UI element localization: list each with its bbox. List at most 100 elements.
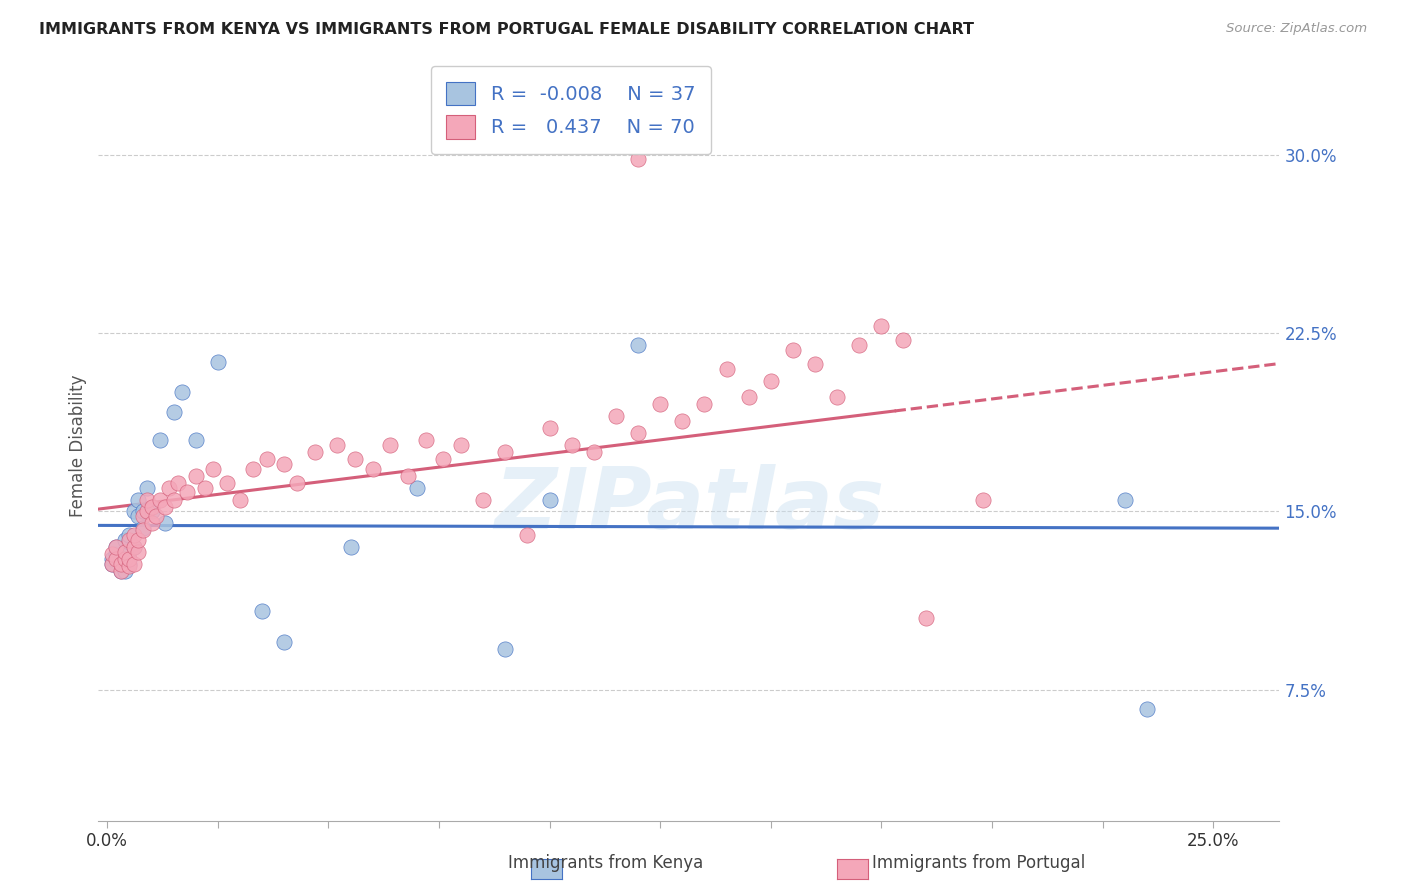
Point xyxy=(914,611,936,625)
Point xyxy=(118,533,141,547)
Point xyxy=(127,492,149,507)
Point xyxy=(114,564,136,578)
Point xyxy=(141,504,163,518)
Point xyxy=(153,500,176,514)
Point xyxy=(122,540,145,554)
Point xyxy=(287,475,309,490)
Point xyxy=(114,545,136,559)
Point xyxy=(114,545,136,559)
Point xyxy=(131,524,153,538)
Point xyxy=(162,492,184,507)
Point xyxy=(650,397,672,411)
Point xyxy=(105,552,128,566)
Point xyxy=(273,635,295,649)
Point xyxy=(110,552,132,566)
Point xyxy=(627,338,650,352)
Point xyxy=(304,445,326,459)
Text: Immigrants from Portugal: Immigrants from Portugal xyxy=(872,855,1085,872)
Text: IMMIGRANTS FROM KENYA VS IMMIGRANTS FROM PORTUGAL FEMALE DISABILITY CORRELATION : IMMIGRANTS FROM KENYA VS IMMIGRANTS FROM… xyxy=(39,22,974,37)
Point xyxy=(157,481,180,495)
Point xyxy=(176,485,198,500)
Point xyxy=(215,475,238,490)
Point xyxy=(118,528,141,542)
Y-axis label: Female Disability: Female Disability xyxy=(69,375,87,517)
Point xyxy=(494,445,516,459)
Point xyxy=(136,481,159,495)
Point xyxy=(131,504,153,518)
Point xyxy=(693,397,716,411)
Point xyxy=(406,481,429,495)
Point xyxy=(118,559,141,574)
Point xyxy=(494,642,516,657)
Point xyxy=(110,564,132,578)
Text: Source: ZipAtlas.com: Source: ZipAtlas.com xyxy=(1226,22,1367,36)
Point xyxy=(825,390,848,404)
Point xyxy=(343,452,366,467)
Point xyxy=(450,438,472,452)
Point xyxy=(627,425,650,440)
Point xyxy=(242,461,264,475)
Point xyxy=(737,390,759,404)
Point xyxy=(105,547,128,561)
Point xyxy=(432,452,454,467)
Point xyxy=(127,545,149,559)
Point xyxy=(122,540,145,554)
Point xyxy=(396,468,419,483)
Point xyxy=(136,492,159,507)
Point xyxy=(893,333,915,347)
Point xyxy=(122,528,145,542)
Point xyxy=(162,404,184,418)
Point xyxy=(1114,492,1136,507)
Point xyxy=(605,409,627,424)
Text: Immigrants from Kenya: Immigrants from Kenya xyxy=(508,855,703,872)
Point xyxy=(100,557,122,571)
Point xyxy=(782,343,804,357)
Point xyxy=(131,509,153,524)
Point xyxy=(256,452,278,467)
Point xyxy=(110,564,132,578)
Point xyxy=(149,492,172,507)
Point xyxy=(472,492,495,507)
Point xyxy=(415,433,437,447)
Point xyxy=(122,504,145,518)
Point xyxy=(194,481,217,495)
Text: ZIPatlas: ZIPatlas xyxy=(494,465,884,548)
Point xyxy=(118,535,141,549)
Point xyxy=(114,533,136,547)
Point xyxy=(538,492,561,507)
Point xyxy=(145,509,167,524)
Point xyxy=(172,385,194,400)
Point xyxy=(326,438,349,452)
Point xyxy=(202,461,225,475)
Point xyxy=(184,433,207,447)
Point xyxy=(561,438,583,452)
Point xyxy=(184,468,207,483)
Point xyxy=(131,521,153,535)
Point xyxy=(127,509,149,524)
Point xyxy=(141,516,163,531)
Point xyxy=(100,557,122,571)
Point xyxy=(127,533,149,547)
Point xyxy=(118,552,141,566)
Point xyxy=(516,528,538,542)
Point xyxy=(105,540,128,554)
Point xyxy=(804,357,827,371)
Point xyxy=(759,374,782,388)
Point xyxy=(848,338,870,352)
Point xyxy=(250,604,273,618)
Point xyxy=(122,557,145,571)
Point xyxy=(627,153,650,167)
Point xyxy=(716,361,738,376)
Point xyxy=(118,552,141,566)
Point xyxy=(538,421,561,435)
Point xyxy=(153,516,176,531)
Point xyxy=(100,552,122,566)
Point xyxy=(114,552,136,566)
Point xyxy=(149,433,172,447)
Point xyxy=(141,500,163,514)
Legend: R =  -0.008    N = 37, R =   0.437    N = 70: R = -0.008 N = 37, R = 0.437 N = 70 xyxy=(430,66,711,154)
Point xyxy=(972,492,994,507)
Point xyxy=(136,504,159,518)
Point xyxy=(110,557,132,571)
Point xyxy=(167,475,190,490)
